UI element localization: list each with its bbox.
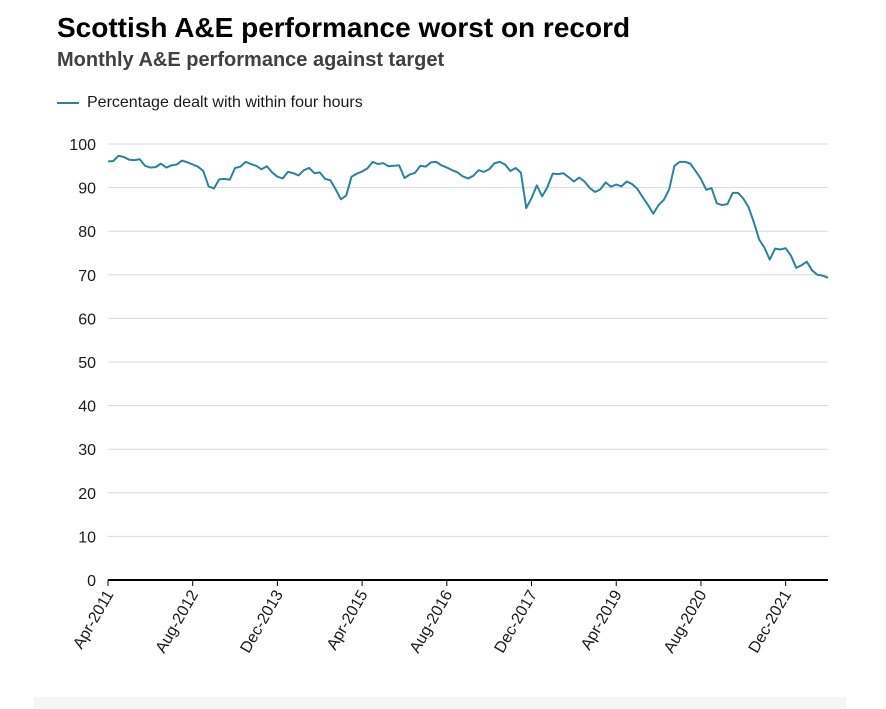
chart-title: Scottish A&E performance worst on record xyxy=(57,12,631,43)
series-line xyxy=(107,154,829,279)
y-tick-label: 10 xyxy=(78,529,96,546)
x-tick-label: Aug-2012 xyxy=(153,587,202,656)
x-tick-label: Dec-2021 xyxy=(746,587,795,656)
x-tick-label: Aug-2020 xyxy=(661,587,710,656)
y-axis-ticks: 0 10 20 30 40 50 60 70 80 90 100 xyxy=(69,137,96,590)
legend-label: Percentage dealt with within four hours xyxy=(87,94,363,111)
gridlines xyxy=(108,143,828,537)
y-tick-label: 50 xyxy=(78,355,96,372)
y-tick-label: 30 xyxy=(78,442,96,459)
y-tick-label: 20 xyxy=(78,486,96,503)
x-axis-ticks: Apr-2011 Aug-2012 Dec-2013 Apr-2015 Aug-2016… xyxy=(70,580,795,656)
x-tick-label: Apr-2019 xyxy=(578,587,626,653)
legend-swatch xyxy=(57,102,79,104)
y-tick-label: 60 xyxy=(78,311,96,328)
x-tick-label: Apr-2011 xyxy=(70,587,117,652)
legend: Percentage dealt with within four hours xyxy=(57,94,363,112)
y-tick-label: 0 xyxy=(87,573,96,590)
series-layer xyxy=(107,154,829,279)
x-tick-label: Dec-2013 xyxy=(237,587,286,656)
x-tick-label: Dec-2017 xyxy=(492,587,541,656)
chart-subtitle: Monthly A&E performance against target xyxy=(57,49,445,71)
y-tick-label: 100 xyxy=(69,137,96,154)
y-tick-label: 80 xyxy=(78,224,96,241)
footer-band xyxy=(34,697,846,709)
y-tick-label: 40 xyxy=(78,399,96,416)
y-tick-label: 70 xyxy=(78,268,96,285)
y-tick-label: 90 xyxy=(78,181,96,198)
x-tick-label: Apr-2015 xyxy=(324,587,372,653)
x-tick-label: Aug-2016 xyxy=(407,587,456,656)
